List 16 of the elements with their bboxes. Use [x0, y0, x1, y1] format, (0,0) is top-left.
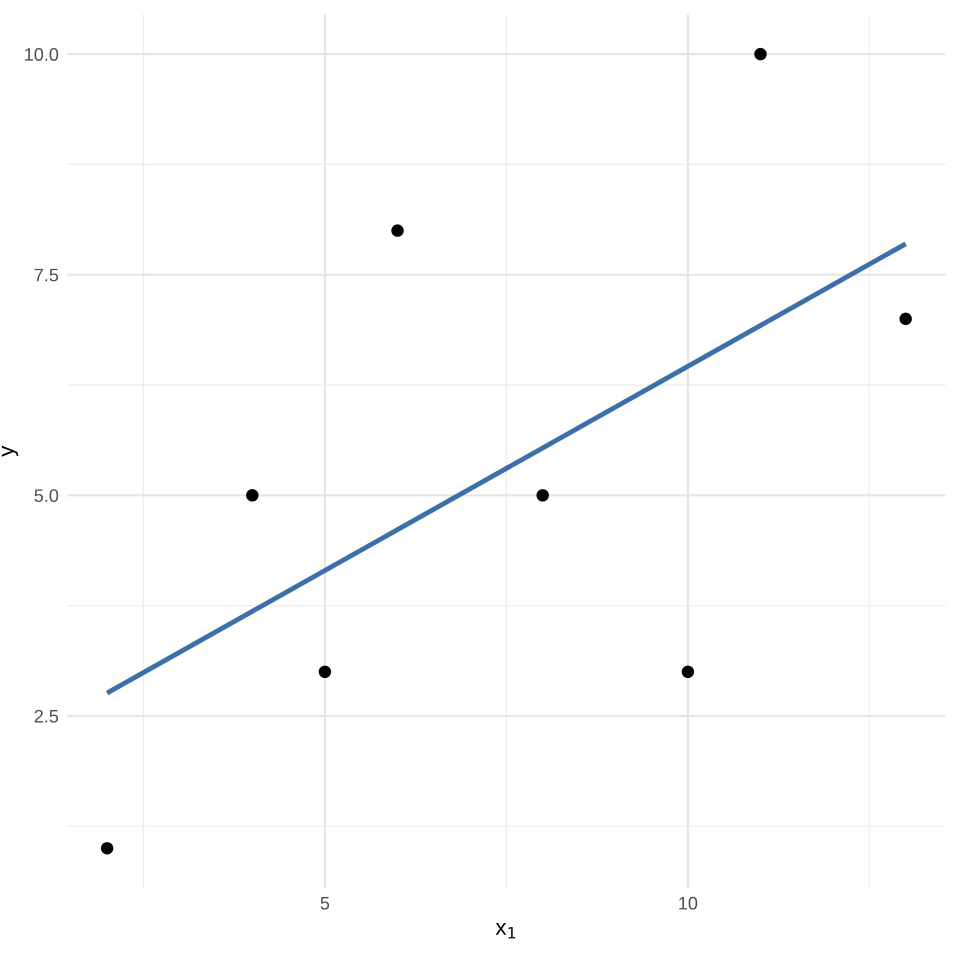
x-axis-title: x$_{1}$: [496, 923, 516, 938]
point: [682, 666, 694, 678]
y-tick-label: 10.0: [25, 48, 58, 61]
y-tick-label: 2.5: [34, 710, 58, 723]
x-tick-label: 5: [320, 896, 330, 910]
point: [391, 224, 404, 237]
y-tick-label: 5.0: [34, 489, 58, 502]
x-tick-label: 10: [679, 896, 698, 910]
y-axis-title: y: [2, 446, 18, 457]
point: [899, 312, 912, 326]
y-tick-label: 7.5: [34, 268, 58, 282]
point: [246, 489, 259, 502]
point: [754, 48, 767, 60]
point: [100, 842, 114, 854]
point: [536, 489, 549, 502]
point: [318, 666, 332, 678]
